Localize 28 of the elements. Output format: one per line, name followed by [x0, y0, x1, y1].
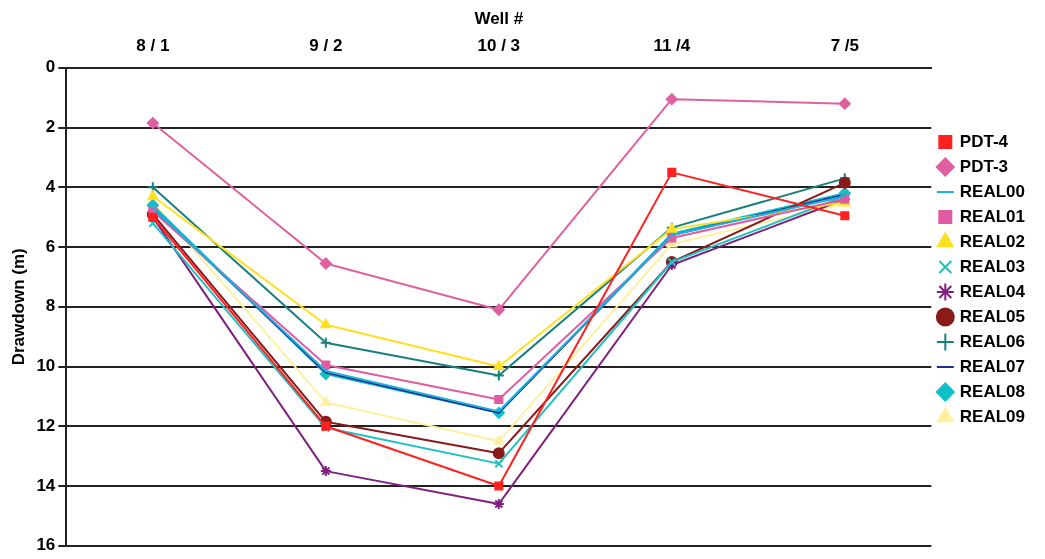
legend-label: REAL04	[959, 281, 1026, 301]
x-tick-label: 10 / 3	[477, 36, 521, 56]
x-axis-title: Well #	[474, 8, 524, 28]
y-axis-title: Drawdown (m)	[8, 248, 28, 366]
legend-label: PDT-4	[959, 131, 1009, 151]
legend-label: REAL08	[959, 381, 1025, 401]
legend-label: REAL03	[959, 256, 1025, 276]
y-tick-label: 14	[36, 475, 56, 495]
legend-label: REAL05	[959, 306, 1025, 326]
x-tick-label: 9 / 2	[309, 36, 343, 56]
x-tick-label: 7 /5	[830, 36, 859, 56]
y-tick-label: 12	[36, 415, 56, 435]
y-tick-label: 2	[45, 117, 56, 137]
legend-label: REAL02	[959, 231, 1025, 251]
y-tick-label: 6	[45, 236, 56, 256]
y-tick-label: 0	[45, 57, 56, 77]
x-tick-label: 8 / 1	[136, 36, 170, 56]
x-tick-label: 11 /4	[653, 36, 691, 56]
legend-label: REAL06	[959, 331, 1025, 351]
legend-label: REAL01	[959, 206, 1025, 226]
y-tick-label: 16	[36, 535, 56, 555]
legend-label: REAL00	[959, 181, 1025, 201]
y-tick-label: 10	[36, 356, 56, 376]
y-tick-label: 8	[45, 296, 56, 316]
legend-label: REAL09	[959, 406, 1025, 426]
legend-label: PDT-3	[959, 156, 1008, 176]
y-tick-label: 4	[45, 176, 56, 196]
legend-label: REAL07	[959, 356, 1025, 376]
